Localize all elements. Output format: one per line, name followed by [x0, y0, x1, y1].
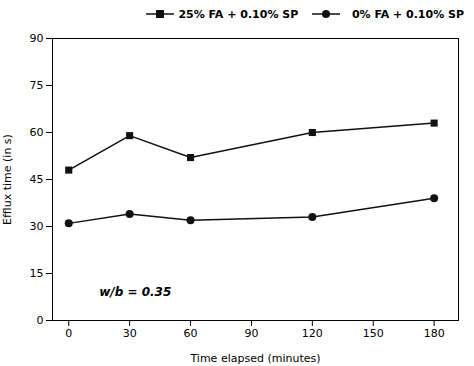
svg-text:120: 120	[302, 327, 323, 340]
svg-text:75: 75	[30, 79, 44, 92]
svg-text:0: 0	[37, 314, 44, 327]
svg-text:45: 45	[30, 173, 44, 186]
html-text:25% FA + 0.10% SP: 25% FA + 0.10% SP	[178, 7, 299, 21]
svg-text:0: 0	[65, 327, 72, 340]
svg-text:w/b = 0.35: w/b = 0.35	[99, 285, 171, 299]
svg-text:Efflux time (in s): Efflux time (in s)	[1, 134, 14, 225]
html-text:0% FA + 0.10% SP: 0% FA + 0.10% SP	[344, 7, 464, 21]
svg-text:15: 15	[30, 267, 44, 280]
svg-text:Time elapsed (minutes): Time elapsed (minutes)	[189, 352, 320, 365]
svg-text:90: 90	[30, 32, 44, 45]
svg-text:30: 30	[123, 327, 137, 340]
svg-text:90: 90	[244, 327, 258, 340]
svg-text:30: 30	[30, 220, 44, 233]
svg-text:180: 180	[424, 327, 445, 340]
svg-text:60: 60	[184, 327, 198, 340]
svg-text:60: 60	[30, 126, 44, 139]
svg-text:150: 150	[363, 327, 384, 340]
